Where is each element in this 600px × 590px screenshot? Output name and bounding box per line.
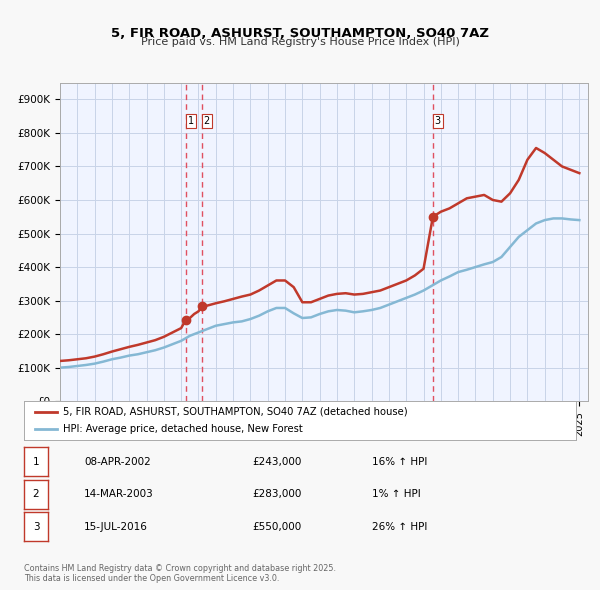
Text: Contains HM Land Registry data © Crown copyright and database right 2025.
This d: Contains HM Land Registry data © Crown c… [24, 563, 336, 583]
Text: 2: 2 [203, 116, 210, 126]
Text: Price paid vs. HM Land Registry's House Price Index (HPI): Price paid vs. HM Land Registry's House … [140, 37, 460, 47]
Text: 16% ↑ HPI: 16% ↑ HPI [372, 457, 427, 467]
Text: £243,000: £243,000 [252, 457, 301, 467]
Text: 14-MAR-2003: 14-MAR-2003 [84, 489, 154, 499]
Text: 5, FIR ROAD, ASHURST, SOUTHAMPTON, SO40 7AZ (detached house): 5, FIR ROAD, ASHURST, SOUTHAMPTON, SO40 … [62, 407, 407, 417]
Text: £550,000: £550,000 [252, 522, 301, 532]
Text: 1% ↑ HPI: 1% ↑ HPI [372, 489, 421, 499]
Text: 15-JUL-2016: 15-JUL-2016 [84, 522, 148, 532]
Text: 5, FIR ROAD, ASHURST, SOUTHAMPTON, SO40 7AZ: 5, FIR ROAD, ASHURST, SOUTHAMPTON, SO40 … [111, 27, 489, 40]
Text: £283,000: £283,000 [252, 489, 301, 499]
Text: HPI: Average price, detached house, New Forest: HPI: Average price, detached house, New … [62, 424, 302, 434]
Text: 26% ↑ HPI: 26% ↑ HPI [372, 522, 427, 532]
Text: 3: 3 [434, 116, 441, 126]
Text: 2: 2 [32, 489, 40, 499]
Text: 08-APR-2002: 08-APR-2002 [84, 457, 151, 467]
Text: 3: 3 [32, 522, 40, 532]
Text: 1: 1 [32, 457, 40, 467]
Text: 1: 1 [188, 116, 194, 126]
